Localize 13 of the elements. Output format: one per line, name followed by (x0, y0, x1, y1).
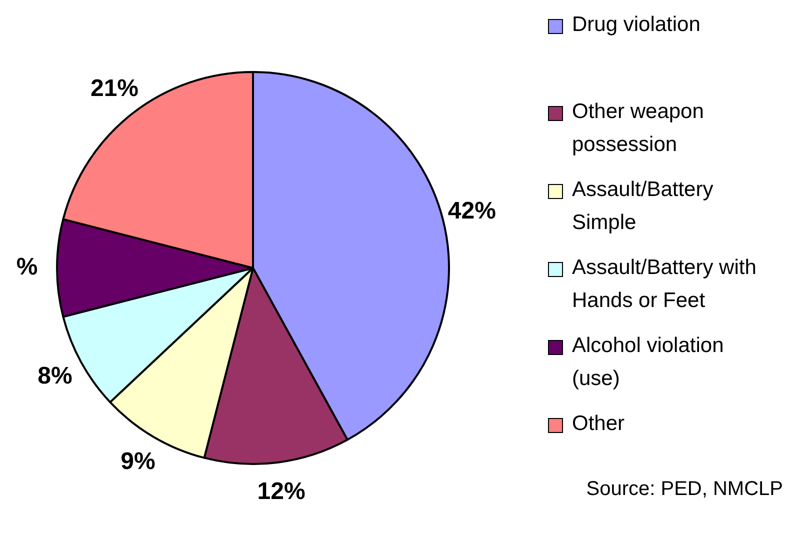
data-label: 8% (38, 362, 72, 390)
data-label: % (16, 254, 38, 281)
data-label: 9% (120, 448, 156, 476)
legend-label: Other weapon possession (572, 99, 705, 158)
data-label: 12% (257, 478, 306, 505)
source-note: Source: PED, NMCLP (586, 478, 783, 501)
legend-label: Alcohol violation (use) (572, 333, 725, 392)
data-label: 42% (448, 197, 496, 224)
data-label: 21% (90, 75, 139, 102)
legend-label: Other (572, 411, 625, 437)
legend-label: Drug violation (572, 12, 700, 38)
legend-label: Assault/Battery with Hands or Feet (572, 255, 758, 314)
legend-label: Assault/Battery Simple (572, 177, 714, 236)
